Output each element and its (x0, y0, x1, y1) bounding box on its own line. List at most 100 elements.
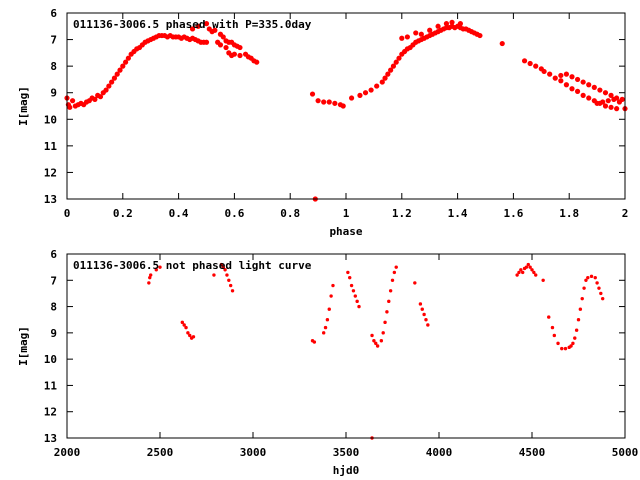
phased-data-point (332, 100, 338, 106)
unphased-y-tick-label: 11 (44, 379, 58, 392)
unphased-data-point (589, 274, 594, 279)
phased-plot-area (64, 19, 628, 202)
unphased-y-tick-label: 6 (50, 248, 57, 261)
phased-data-point (348, 95, 355, 101)
unphased-data-point (563, 346, 568, 351)
phased-light-curve-panel: 6 7 8 9 10 11 12 13 0 0.2 0.4 0.6 0.8 1 1.2 1.4 1.6 1.8 2… (17, 7, 628, 238)
phased-data-point (563, 71, 570, 77)
unphased-data-point (426, 323, 430, 327)
unphased-y-tick-label: 7 (50, 274, 57, 287)
phased-chart-title: 011136-3006.5 phased with P=335.0day (73, 18, 312, 31)
unphased-data-point (351, 289, 356, 293)
unphased-data-point (219, 262, 224, 267)
phased-data-point (69, 98, 76, 104)
phased-x-tick-label: 2 (622, 207, 629, 220)
phased-data-point (418, 31, 424, 37)
unphased-x-tick-label: 2500 (147, 446, 174, 459)
unphased-data-point (599, 291, 603, 296)
phased-data-point (374, 83, 380, 89)
unphased-data-point (534, 273, 538, 277)
unphased-data-point (321, 331, 326, 335)
unphased-data-point (329, 294, 333, 298)
unphased-data-point (188, 333, 192, 338)
unphased-data-point (593, 275, 597, 280)
unphased-data-point (586, 275, 590, 280)
unphased-x-tick-label: 3000 (240, 446, 267, 459)
unphased-y-axis-label: I[mag] (17, 326, 30, 366)
unphased-x-ticks: 2000 2500 3000 3500 4000 4500 5000 (54, 254, 639, 459)
unphased-data-point (385, 310, 389, 314)
phased-data-point (541, 68, 547, 75)
phased-data-point (111, 75, 118, 81)
unphased-data-point (154, 268, 158, 272)
unphased-data-point (312, 340, 317, 344)
unphased-data-point (595, 281, 599, 285)
phased-data-point (580, 79, 586, 85)
unphased-x-tick-label: 4000 (426, 446, 453, 459)
phased-data-point (106, 83, 112, 89)
unphased-data-point (574, 328, 579, 332)
phased-data-point (558, 72, 564, 79)
phased-data-point (362, 90, 369, 96)
phased-data-point (368, 87, 374, 93)
phased-data-point (254, 59, 260, 65)
phased-data-point (602, 90, 609, 96)
phased-y-tick-label: 8 (50, 60, 57, 73)
phased-x-tick-label: 1.4 (448, 207, 468, 220)
unphased-x-axis-label: hjd0 (333, 464, 360, 477)
phased-y-tick-label: 6 (50, 7, 57, 20)
unphased-data-point (348, 275, 352, 280)
unphased-data-point (422, 312, 426, 317)
phased-data-point (611, 96, 617, 102)
unphased-y-tick-label: 9 (50, 327, 57, 340)
unphased-data-point (600, 296, 605, 301)
unphased-data-point (327, 307, 331, 311)
phased-data-point (586, 82, 592, 88)
phased-data-point (499, 40, 505, 47)
unphased-x-tick-label: 4500 (519, 446, 546, 459)
phased-data-point (125, 55, 131, 61)
phased-x-tick-label: 0.4 (169, 207, 189, 220)
unphased-data-point (353, 294, 357, 298)
phased-x-tick-label: 1.8 (559, 207, 579, 220)
unphased-plot-frame (66, 253, 626, 439)
phased-y-tick-label: 12 (44, 166, 57, 179)
unphased-data-point (148, 275, 152, 280)
phased-data-point (195, 23, 201, 29)
phased-data-point (563, 82, 570, 88)
unphased-x-tick-label: 5000 (612, 446, 639, 459)
phased-data-point (558, 78, 564, 84)
phased-data-point (393, 59, 399, 65)
phased-y-tick-label: 10 (44, 113, 57, 126)
phased-data-point (533, 63, 539, 69)
phased-data-point (574, 88, 581, 94)
phased-data-point (189, 26, 196, 32)
phased-data-point (203, 39, 210, 45)
phased-data-point (382, 75, 388, 81)
phased-data-point (120, 63, 126, 69)
unphased-data-point (552, 333, 557, 338)
unphased-data-point (357, 304, 361, 309)
unphased-data-point (420, 307, 424, 311)
unphased-data-point (394, 265, 398, 269)
phased-data-point (404, 34, 410, 40)
unphased-data-point (383, 320, 387, 325)
phased-data-point (212, 27, 218, 33)
unphased-data-point (519, 268, 523, 272)
unphased-data-point (578, 307, 583, 311)
phased-data-point (427, 27, 433, 33)
phased-data-point (399, 35, 405, 41)
unphased-data-point (571, 341, 575, 346)
unphased-data-point (346, 270, 350, 275)
phased-data-point (591, 84, 597, 90)
unphased-plot-area (147, 262, 605, 440)
unphased-data-point (597, 286, 601, 290)
unphased-data-point (560, 346, 564, 351)
unphased-y-tick-label: 12 (44, 406, 57, 419)
phased-data-point (396, 55, 402, 61)
phased-data-point (223, 44, 229, 51)
phased-data-point (435, 23, 441, 29)
phased-data-point (122, 59, 129, 65)
unphased-data-point (225, 273, 229, 277)
